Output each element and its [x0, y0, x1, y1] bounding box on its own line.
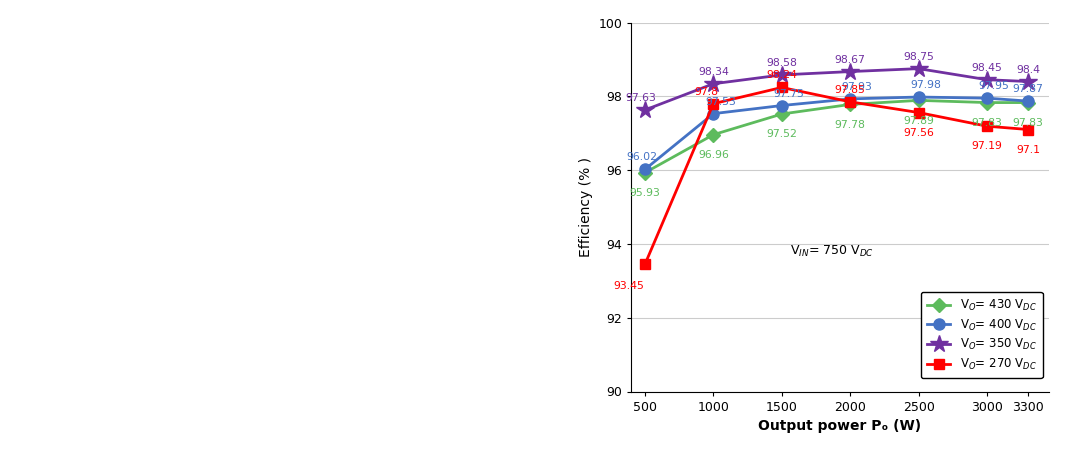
- X-axis label: Output power Pₒ (W): Output power Pₒ (W): [759, 419, 921, 433]
- Text: 97.52: 97.52: [766, 129, 797, 140]
- Text: 97.56: 97.56: [903, 128, 934, 138]
- Text: 97.63: 97.63: [626, 93, 656, 103]
- Text: 98.45: 98.45: [972, 63, 1002, 73]
- Text: 97.83: 97.83: [972, 118, 1002, 128]
- Text: 97.87: 97.87: [1013, 84, 1043, 94]
- Text: 97.89: 97.89: [903, 116, 934, 126]
- Y-axis label: Efficiency (% ): Efficiency (% ): [578, 157, 592, 257]
- Text: 97.53: 97.53: [705, 97, 736, 107]
- Text: 98.24: 98.24: [766, 71, 797, 81]
- Text: 97.98: 97.98: [910, 80, 940, 90]
- Text: 98.4: 98.4: [1016, 65, 1040, 75]
- Text: 96.96: 96.96: [698, 150, 729, 160]
- Text: 98.75: 98.75: [903, 52, 934, 62]
- Text: 97.19: 97.19: [972, 141, 1002, 152]
- Text: 96.02: 96.02: [627, 153, 657, 162]
- Text: 98.67: 98.67: [835, 54, 866, 65]
- Text: 97.8: 97.8: [694, 87, 719, 97]
- Text: 97.85: 97.85: [835, 85, 866, 95]
- Text: 98.34: 98.34: [698, 67, 729, 77]
- Text: 97.95: 97.95: [978, 81, 1010, 91]
- Text: 97.93: 97.93: [842, 82, 872, 92]
- Text: 97.78: 97.78: [835, 120, 866, 130]
- Text: 98.58: 98.58: [766, 58, 797, 68]
- Text: 97.1: 97.1: [1016, 145, 1040, 155]
- Text: 97.83: 97.83: [1013, 118, 1043, 128]
- Text: V$_{IN}$= 750 V$_{DC}$: V$_{IN}$= 750 V$_{DC}$: [790, 244, 873, 259]
- Text: 95.93: 95.93: [629, 188, 660, 198]
- Text: 93.45: 93.45: [613, 281, 644, 291]
- Text: 97.75: 97.75: [773, 89, 804, 99]
- Legend: V$_O$= 430 V$_{DC}$, V$_O$= 400 V$_{DC}$, V$_O$= 350 V$_{DC}$, V$_O$= 270 V$_{DC: V$_O$= 430 V$_{DC}$, V$_O$= 400 V$_{DC}$…: [921, 292, 1043, 378]
